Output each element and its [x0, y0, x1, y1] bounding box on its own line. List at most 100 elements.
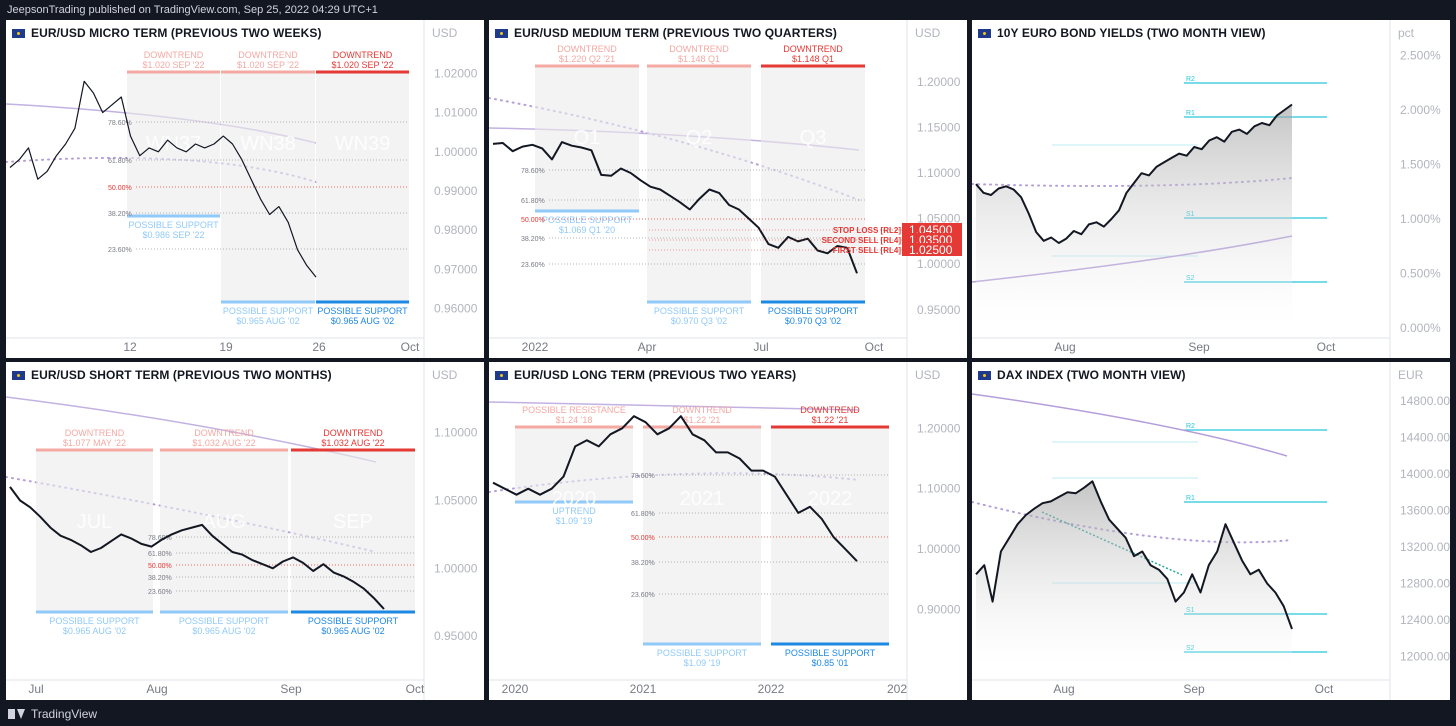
x-tick-label: 26	[312, 340, 326, 354]
x-tick-label: Sep	[280, 682, 302, 696]
price-line	[492, 415, 858, 562]
y-tick-label: 1.05000	[917, 212, 961, 226]
level-label: R1	[1186, 110, 1195, 117]
level-label: R2	[1186, 76, 1195, 83]
chart-title-text: EUR/USD MEDIUM TERM (PREVIOUS TWO QUARTE…	[514, 26, 837, 40]
fib-level-label: 38.20%	[148, 575, 172, 582]
fib-level-label: 50.00%	[108, 185, 132, 192]
box-bottom-sublabel: $0.965 AUG '02	[63, 626, 126, 636]
y-tick-label: 0.96000	[434, 301, 478, 315]
chart-title: EUR/USD MEDIUM TERM (PREVIOUS TWO QUARTE…	[495, 26, 837, 40]
x-tick-label: 19	[219, 340, 233, 354]
fib-level-label: 61.80%	[631, 511, 655, 518]
box-top-label: DOWNTREND	[800, 405, 860, 415]
chart-panel-dax-index[interactable]: EUR 14800.00 14400.00 14000.00 13600.00 13200…	[972, 362, 1450, 700]
x-tick-label: Aug	[1053, 682, 1074, 696]
y-tick-label: 14400.00	[1400, 431, 1450, 445]
box-bottom-sublabel: $1.09 '19	[556, 516, 593, 526]
sell-level-value: 1.02500	[909, 243, 953, 257]
fib-level-label: 78.60%	[631, 473, 655, 480]
box-top-sublabel: $1.032 AUG '22	[321, 438, 384, 448]
box-bottom-sublabel: $0.970 Q3 '02	[785, 316, 841, 326]
x-tick-label: 202	[887, 682, 907, 696]
y-tick-label: 1.00000	[434, 145, 478, 159]
y-tick-label: 1.000%	[1400, 212, 1441, 226]
box-watermark: WN38	[240, 133, 296, 155]
box-watermark: SEP	[333, 511, 373, 533]
x-tick-label: Aug	[1054, 340, 1075, 354]
period-box	[643, 427, 761, 644]
price-line	[9, 80, 317, 278]
box-top-label: DOWNTREND	[672, 405, 732, 415]
box-bottom-label: POSSIBLE SUPPORT	[308, 616, 399, 626]
box-bottom-label: POSSIBLE SUPPORT	[542, 215, 633, 225]
chart-title-text: DAX INDEX (TWO MONTH VIEW)	[997, 368, 1186, 382]
chart-title-text: EUR/USD SHORT TERM (PREVIOUS TWO MONTHS)	[31, 368, 332, 382]
eu-flag-icon	[978, 370, 991, 380]
box-bottom-label: POSSIBLE SUPPORT	[223, 306, 314, 316]
box-top-label: DOWNTREND	[238, 50, 298, 60]
sell-level-label: FIRST SELL [RL4]	[833, 246, 902, 255]
box-top-label: DOWNTREND	[669, 44, 729, 54]
level-label: R1	[1186, 495, 1195, 502]
box-top-sublabel: $1.148 Q1	[792, 54, 834, 64]
box-watermark: Q1	[574, 127, 601, 149]
fib-level-label: 61.80%	[148, 551, 172, 558]
box-bottom-label: POSSIBLE SUPPORT	[657, 648, 748, 658]
chart-panel-eurusd-medium-term[interactable]: USD 1.20000 1.15000 1.10000 1.05000 1.00000 0.…	[489, 20, 967, 358]
box-bottom-label: POSSIBLE SUPPORT	[128, 220, 219, 230]
sell-level-label: STOP LOSS [RL2]	[833, 226, 901, 235]
box-watermark: Q2	[686, 127, 713, 149]
chart-title-text: 10Y EURO BOND YIELDS (TWO MONTH VIEW)	[997, 26, 1266, 40]
chart-panel-euro-bond-yields[interactable]: pct 2.500% 2.000% 1.500% 1.000% 0.500% 0.000% A…	[972, 20, 1450, 358]
period-box	[647, 66, 751, 302]
eu-flag-icon	[978, 28, 991, 38]
period-box	[316, 72, 409, 302]
y-tick-label: 0.500%	[1400, 266, 1441, 280]
sell-level-label: SECOND SELL [RL4]	[822, 236, 902, 245]
box-top-label: DOWNTREND	[144, 50, 204, 60]
price-axis-unit: USD	[915, 26, 941, 40]
box-bottom-label: POSSIBLE SUPPORT	[785, 648, 876, 658]
fib-level-label: 23.60%	[631, 592, 655, 599]
box-top-label: DOWNTREND	[323, 428, 383, 438]
y-tick-label: 1.15000	[917, 120, 961, 134]
footer-bar: TradingView	[0, 702, 1456, 726]
box-bottom-sublabel: $1.069 Q1 '20	[559, 225, 615, 235]
y-tick-label: 13600.00	[1400, 503, 1450, 517]
price-axis-unit: pct	[1398, 26, 1415, 40]
x-tick-label: Oct	[1317, 340, 1336, 354]
box-watermark: WN39	[335, 133, 391, 155]
y-tick-label: 1.10000	[917, 166, 961, 180]
x-tick-label: 2020	[502, 682, 529, 696]
box-bottom-sublabel: $0.970 Q3 '02	[671, 316, 727, 326]
y-tick-label: 1.00000	[917, 257, 961, 271]
level-label: R2	[1186, 423, 1195, 430]
y-tick-label: 1.02000	[434, 66, 478, 80]
box-top-label: DOWNTREND	[783, 44, 843, 54]
fib-level-label: 23.60%	[148, 589, 172, 596]
fib-level-label: 50.00%	[631, 535, 655, 542]
box-bottom-sublabel: $0.965 AUG '02	[192, 626, 255, 636]
fib-level-label: 23.60%	[521, 262, 545, 269]
y-tick-label: 12800.00	[1400, 576, 1450, 590]
fib-level-label: 38.20%	[521, 236, 545, 243]
chart-panel-eurusd-short-term[interactable]: USD 1.10000 1.05000 1.00000 0.95000 Jul Aug Sep…	[6, 362, 484, 700]
x-tick-label: Apr	[638, 340, 657, 354]
y-tick-label: 0.90000	[917, 603, 961, 617]
box-watermark: 2021	[680, 488, 725, 510]
y-tick-label: 0.95000	[917, 303, 961, 317]
sell-level-badge	[902, 243, 962, 256]
fib-level-label: 61.80%	[521, 198, 545, 205]
x-tick-label: Sep	[1183, 682, 1205, 696]
price-line	[975, 103, 1293, 244]
x-tick-label: 12	[123, 340, 137, 354]
moving-average-line	[972, 393, 1288, 457]
chart-panel-eurusd-long-term[interactable]: USD 1.20000 1.10000 1.00000 0.90000 2020 2021 2…	[489, 362, 967, 700]
chart-panel-eurusd-micro-term[interactable]: USD 1.02000 1.01000 1.00000 0.99000 0.98000 0.…	[6, 20, 484, 358]
chart-title: 10Y EURO BOND YIELDS (TWO MONTH VIEW)	[978, 26, 1266, 40]
chart-canvas: USD 1.02000 1.01000 1.00000 0.99000 0.98000 0.…	[6, 20, 478, 358]
footer-brand: TradingView	[31, 707, 98, 721]
x-tick-label: Jul	[753, 340, 768, 354]
tradingview-logo-icon	[8, 709, 26, 719]
